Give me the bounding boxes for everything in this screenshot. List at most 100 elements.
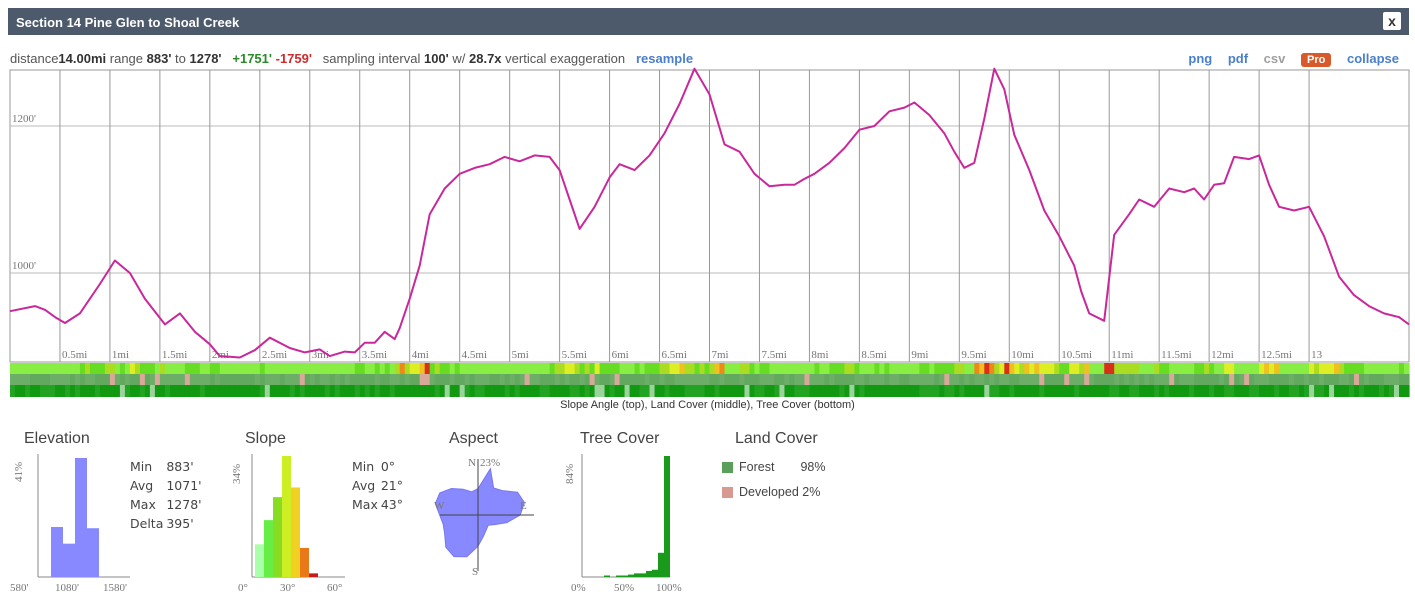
land-cover-strip-cell [534,374,541,385]
tree-cover-strip-cell [594,385,601,397]
tree-cover-strip-cell [219,385,226,397]
strip-caption: Slope Angle (top), Land Cover (middle), … [560,399,855,411]
land-cover-strip-cell [949,374,955,385]
slope-strip-cell [329,363,336,374]
tree-cover-strip-cell [364,385,371,397]
tree-cover-strip-cell [499,385,506,397]
slope-strip-cell [284,363,291,374]
tree-cover-strip-cell [1004,385,1010,397]
csv-link[interactable]: csv [1263,51,1286,66]
x-tick-label: 2.5mi [262,349,287,361]
land-cover-strip-cell [1084,374,1090,385]
slope-strip-cell [354,363,361,374]
slope-strip-cell [594,363,601,374]
slope-strip-cell [1299,363,1305,374]
tree-cover-strip-cell [114,385,121,397]
slope-strip-cell [599,363,606,374]
tree-cover-strip-cell [104,385,111,397]
png-link[interactable]: png [1188,51,1213,66]
tree-cover-strip-cell [1354,385,1360,397]
tree-cover-strip-cell [804,385,811,397]
land-cover-strip-cell [509,374,516,385]
slope-strip-cell [1269,363,1275,374]
slope-strip-cell [304,363,311,374]
tree-cover-strip-cell [1249,385,1255,397]
tree-cover-strip-cell [1324,385,1330,397]
slope-strip-cell [229,363,236,374]
collapse-link[interactable]: collapse [1346,51,1399,66]
land-cover-strip-cell [114,374,121,385]
land-cover-strip-cell [784,374,791,385]
close-button[interactable]: x [1383,12,1401,30]
land-cover-strip-cell [759,374,766,385]
tree-cover-strip-cell [34,385,41,397]
slope-strip-cell [824,363,831,374]
tree-cover-strip-cell [1294,385,1300,397]
tree-cover-bin [616,575,622,577]
land-cover-strip-cell [1399,374,1405,385]
slope-strip-cell [484,363,491,374]
tree-cover-strip-cell [74,385,81,397]
land-cover-strip-cell [15,374,21,385]
slope-strip-cell [804,363,811,374]
slope-strip-cell [1154,363,1160,374]
slope-strip-cell [894,363,900,374]
pro-badge[interactable]: Pro [1301,53,1332,67]
slope-strip-cell [1339,363,1345,374]
tree-cover-strip-cell [1079,385,1085,397]
slope-strip-cell [619,363,626,374]
slope-strip-cell [374,363,381,374]
slope-strip-cell [59,363,66,374]
legend-forest: Forest 98% [722,460,825,474]
slope-strip-cell [774,363,781,374]
x-tick-label: 1mi [112,349,129,361]
slope-strip-cell [1054,363,1060,374]
land-cover-strip-cell [64,374,71,385]
tree-x-tick: 50% [614,582,634,594]
tree-cover-strip-cell [604,385,611,397]
slope-strip-cell [69,363,76,374]
tree-cover-strip-cell [124,385,131,397]
tree-cover-strip-cell [979,385,985,397]
tree-cover-strip-cell [1184,385,1190,397]
land-cover-strip-cell [1244,374,1250,385]
slope-strip-cell [1019,363,1025,374]
land-cover-strip-cell [1284,374,1290,385]
slope-strip-cell [1134,363,1140,374]
tree-cover-heading: Tree Cover [580,430,660,447]
land-cover-strip-cell [69,374,76,385]
tree-cover-strip-cell [1379,385,1385,397]
tree-cover-strip-cell [1234,385,1240,397]
land-cover-strip-cell [189,374,196,385]
slope-strip-cell [204,363,211,374]
land-cover-strip-cell [474,374,481,385]
tree-cover-strip-cell [1399,385,1405,397]
land-cover-strip-cell [994,374,1000,385]
slope-bin [264,520,273,577]
title-bar: Section 14 Pine Glen to Shoal Creek x [8,8,1409,35]
slope-strip-cell [194,363,201,374]
slope-strip-cell [549,363,556,374]
slope-strip-cell [54,363,61,374]
tree-cover-bin [658,552,664,577]
tree-cover-strip-cell [79,385,86,397]
pdf-link[interactable]: pdf [1227,51,1249,66]
slope-strip-cell [1389,363,1395,374]
land-cover-strip-cell [219,374,226,385]
slope-strip-cell [1274,363,1280,374]
land-cover-strip-cell [1164,374,1170,385]
slope-strip-cell [769,363,776,374]
slope-strip-cell [874,363,880,374]
tree-cover-bin [664,456,670,577]
tree-cover-strip-cell [994,385,1000,397]
y-tick-label: 1200' [12,113,36,125]
slope-strip-cell [449,363,456,374]
land-cover-strip-cell [584,374,591,385]
land-cover-strip-cell [464,374,471,385]
slope-pct-label: 34% [231,464,243,484]
slope-strip-cell [759,363,766,374]
tree-cover-strip-cell [599,385,606,397]
tree-cover-strip-cell [444,385,451,397]
resample-link[interactable]: resample [635,51,694,66]
land-cover-strip-cell [259,374,266,385]
